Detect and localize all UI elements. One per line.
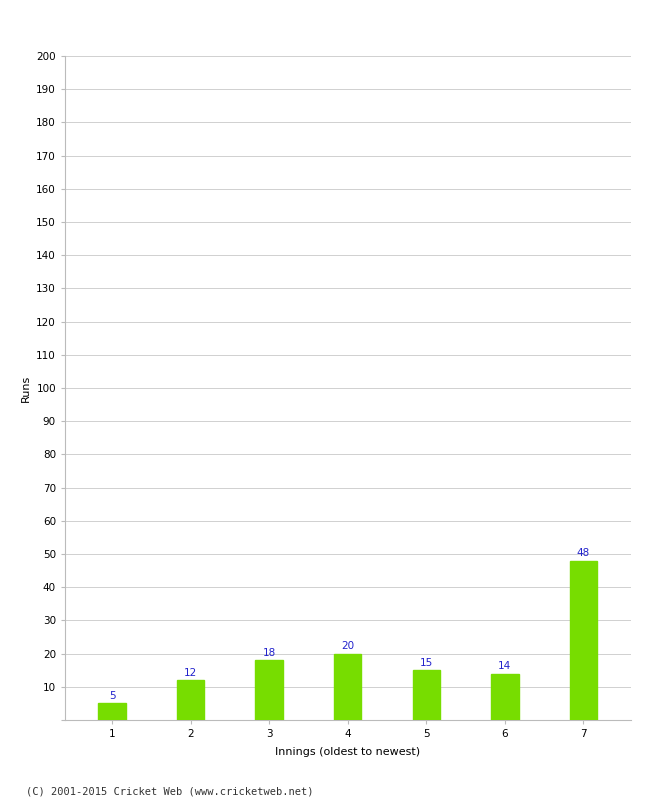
Text: 18: 18 bbox=[263, 647, 276, 658]
Bar bbox=[255, 660, 283, 720]
Bar bbox=[177, 680, 204, 720]
Bar bbox=[569, 561, 597, 720]
Bar bbox=[413, 670, 440, 720]
Y-axis label: Runs: Runs bbox=[21, 374, 31, 402]
Text: 5: 5 bbox=[109, 690, 116, 701]
Text: 48: 48 bbox=[577, 548, 590, 558]
Text: 12: 12 bbox=[184, 667, 198, 678]
Text: 20: 20 bbox=[341, 641, 354, 651]
Bar bbox=[491, 674, 519, 720]
Bar bbox=[98, 703, 126, 720]
Text: 15: 15 bbox=[420, 658, 433, 667]
Text: (C) 2001-2015 Cricket Web (www.cricketweb.net): (C) 2001-2015 Cricket Web (www.cricketwe… bbox=[26, 786, 313, 796]
Bar bbox=[334, 654, 361, 720]
Text: 14: 14 bbox=[498, 661, 512, 671]
X-axis label: Innings (oldest to newest): Innings (oldest to newest) bbox=[275, 747, 421, 758]
